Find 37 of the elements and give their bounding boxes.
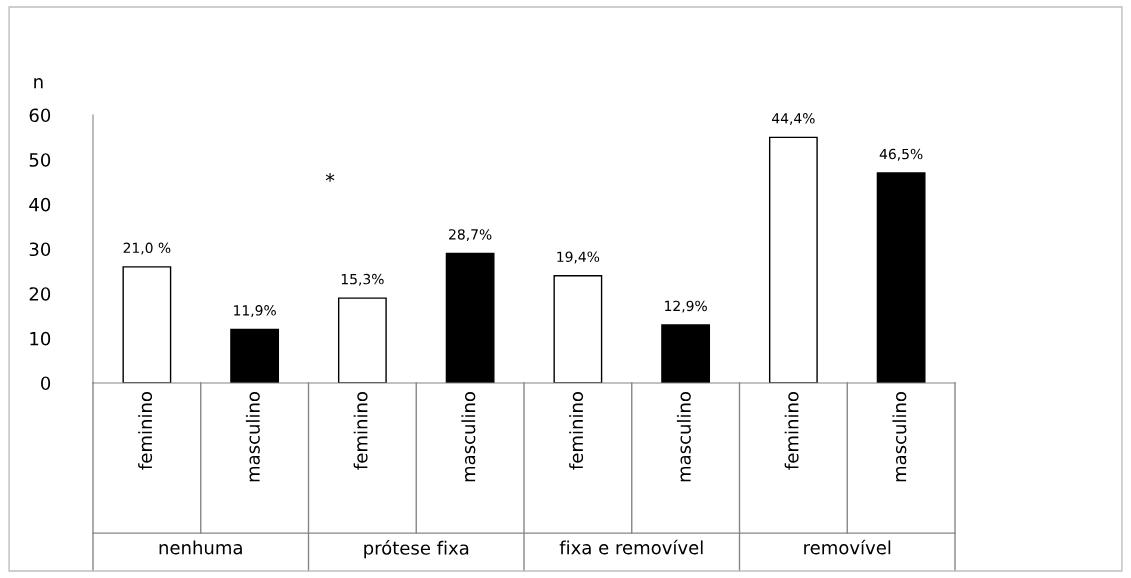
- text: removível: [804, 539, 891, 555]
- bar: [768, 136, 818, 383]
- x-tick-label: masculino: [676, 392, 691, 482]
- y-tick-label: 20: [29, 287, 51, 301]
- y-tick-label: 40: [29, 197, 51, 212]
- annotation: 28,7%: [449, 229, 492, 242]
- annotation: 15,3%: [341, 273, 384, 286]
- y-tick-label: 60: [29, 108, 51, 123]
- bar: [337, 297, 387, 383]
- x-tick-label: feminino: [569, 392, 584, 470]
- x-tick-label: feminino: [138, 392, 153, 470]
- x-tick-label: feminino: [784, 392, 799, 470]
- x-tick-label: feminino: [353, 392, 368, 470]
- bar: [876, 172, 926, 383]
- annotation: 46,5%: [879, 148, 923, 161]
- bar: [553, 275, 603, 383]
- y-tick-label: 10: [30, 331, 51, 346]
- bar: [661, 324, 711, 383]
- y-tick-label: 0: [41, 376, 51, 391]
- text: nenhuma: [159, 540, 242, 555]
- text: prótese fixa: [364, 540, 469, 559]
- x-tick-label: masculino: [461, 392, 476, 482]
- text: fixa e removível: [559, 539, 703, 555]
- bar: [122, 266, 172, 383]
- annotation: 44,4%: [771, 113, 815, 125]
- x-tick-label: masculino: [245, 392, 260, 482]
- bar: [230, 328, 280, 383]
- annotation: *: [325, 172, 335, 182]
- bar: [445, 252, 495, 383]
- annotation: 19,4%: [557, 251, 600, 264]
- annotation: 11,9%: [234, 305, 276, 318]
- x-tick-label: masculino: [892, 392, 907, 482]
- annotation: 12,9%: [665, 300, 707, 313]
- annotation: 21,0 %: [123, 242, 171, 255]
- y-axis-title: n: [34, 78, 43, 89]
- y-tick-label: 30: [29, 242, 51, 257]
- y-tick-label: 50: [29, 153, 51, 167]
